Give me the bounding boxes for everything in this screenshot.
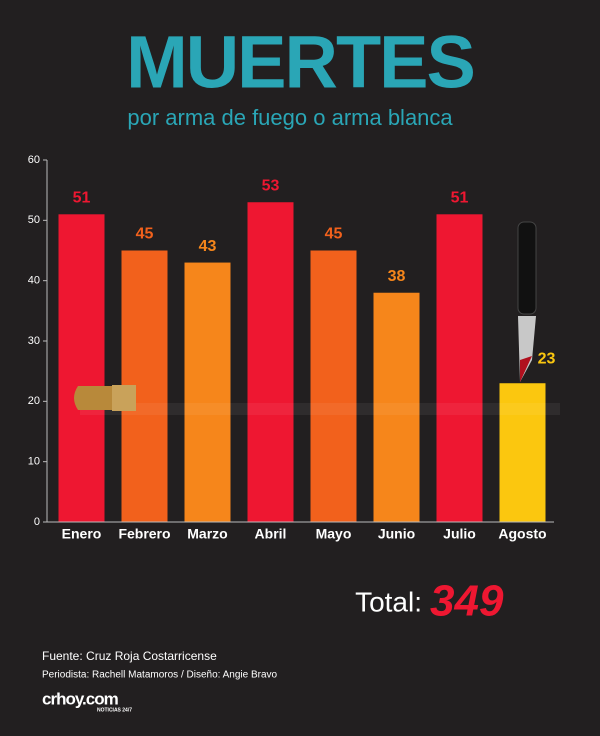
total-value: 349	[430, 577, 504, 626]
bullet-trail	[80, 403, 560, 415]
x-tick-label: Abril	[255, 526, 287, 542]
x-tick-label: Enero	[62, 526, 102, 542]
y-tick-label: 50	[28, 214, 40, 226]
knife-handle	[517, 221, 537, 315]
y-tick-label: 30	[28, 335, 40, 347]
source: Fuente: Cruz Roja Costarricense	[42, 649, 217, 663]
brand: crhoy.com	[42, 689, 119, 708]
x-tick-label: Febrero	[118, 526, 170, 542]
y-tick-label: 60	[28, 154, 40, 166]
bar	[373, 292, 420, 522]
value-label: 23	[538, 350, 556, 367]
credits: Periodista: Rachell Matamoros / Diseño: …	[42, 670, 278, 681]
bar	[499, 383, 546, 522]
value-label: 38	[388, 268, 406, 285]
y-tick-label: 10	[28, 456, 40, 468]
y-tick-label: 40	[28, 275, 40, 287]
value-label: 53	[262, 177, 280, 194]
bar	[310, 250, 357, 522]
total-label: Total:	[355, 586, 422, 617]
bar	[436, 214, 483, 523]
x-tick-label: Julio	[443, 526, 476, 542]
bullet-tip	[74, 386, 112, 410]
chart-subtitle: por arma de fuego o arma blanca	[127, 105, 453, 130]
tagline: NOTICIAS 24/7	[97, 707, 132, 713]
x-tick-label: Marzo	[187, 526, 227, 542]
value-label: 51	[451, 190, 469, 207]
x-tick-label: Agosto	[498, 526, 546, 542]
x-tick-label: Mayo	[316, 526, 352, 542]
knife-blood	[520, 356, 532, 382]
knife	[517, 221, 537, 382]
bullet-case	[112, 385, 136, 411]
value-label: 51	[73, 190, 91, 207]
x-tick-label: Junio	[378, 526, 415, 542]
bar	[184, 262, 231, 522]
value-label: 43	[199, 238, 217, 255]
plot: 0 10 20 30 40 50 60 Enero 51 Febrero 45 Marzo 43 Abri…	[28, 154, 556, 542]
chart-title: MUERTES	[126, 21, 474, 104]
value-label: 45	[325, 226, 343, 243]
y-tick-label: 0	[34, 516, 40, 528]
value-label: 45	[136, 226, 154, 243]
bullet	[74, 385, 560, 415]
bar	[247, 202, 294, 522]
bar	[58, 214, 105, 523]
y-tick-label: 20	[28, 395, 40, 407]
